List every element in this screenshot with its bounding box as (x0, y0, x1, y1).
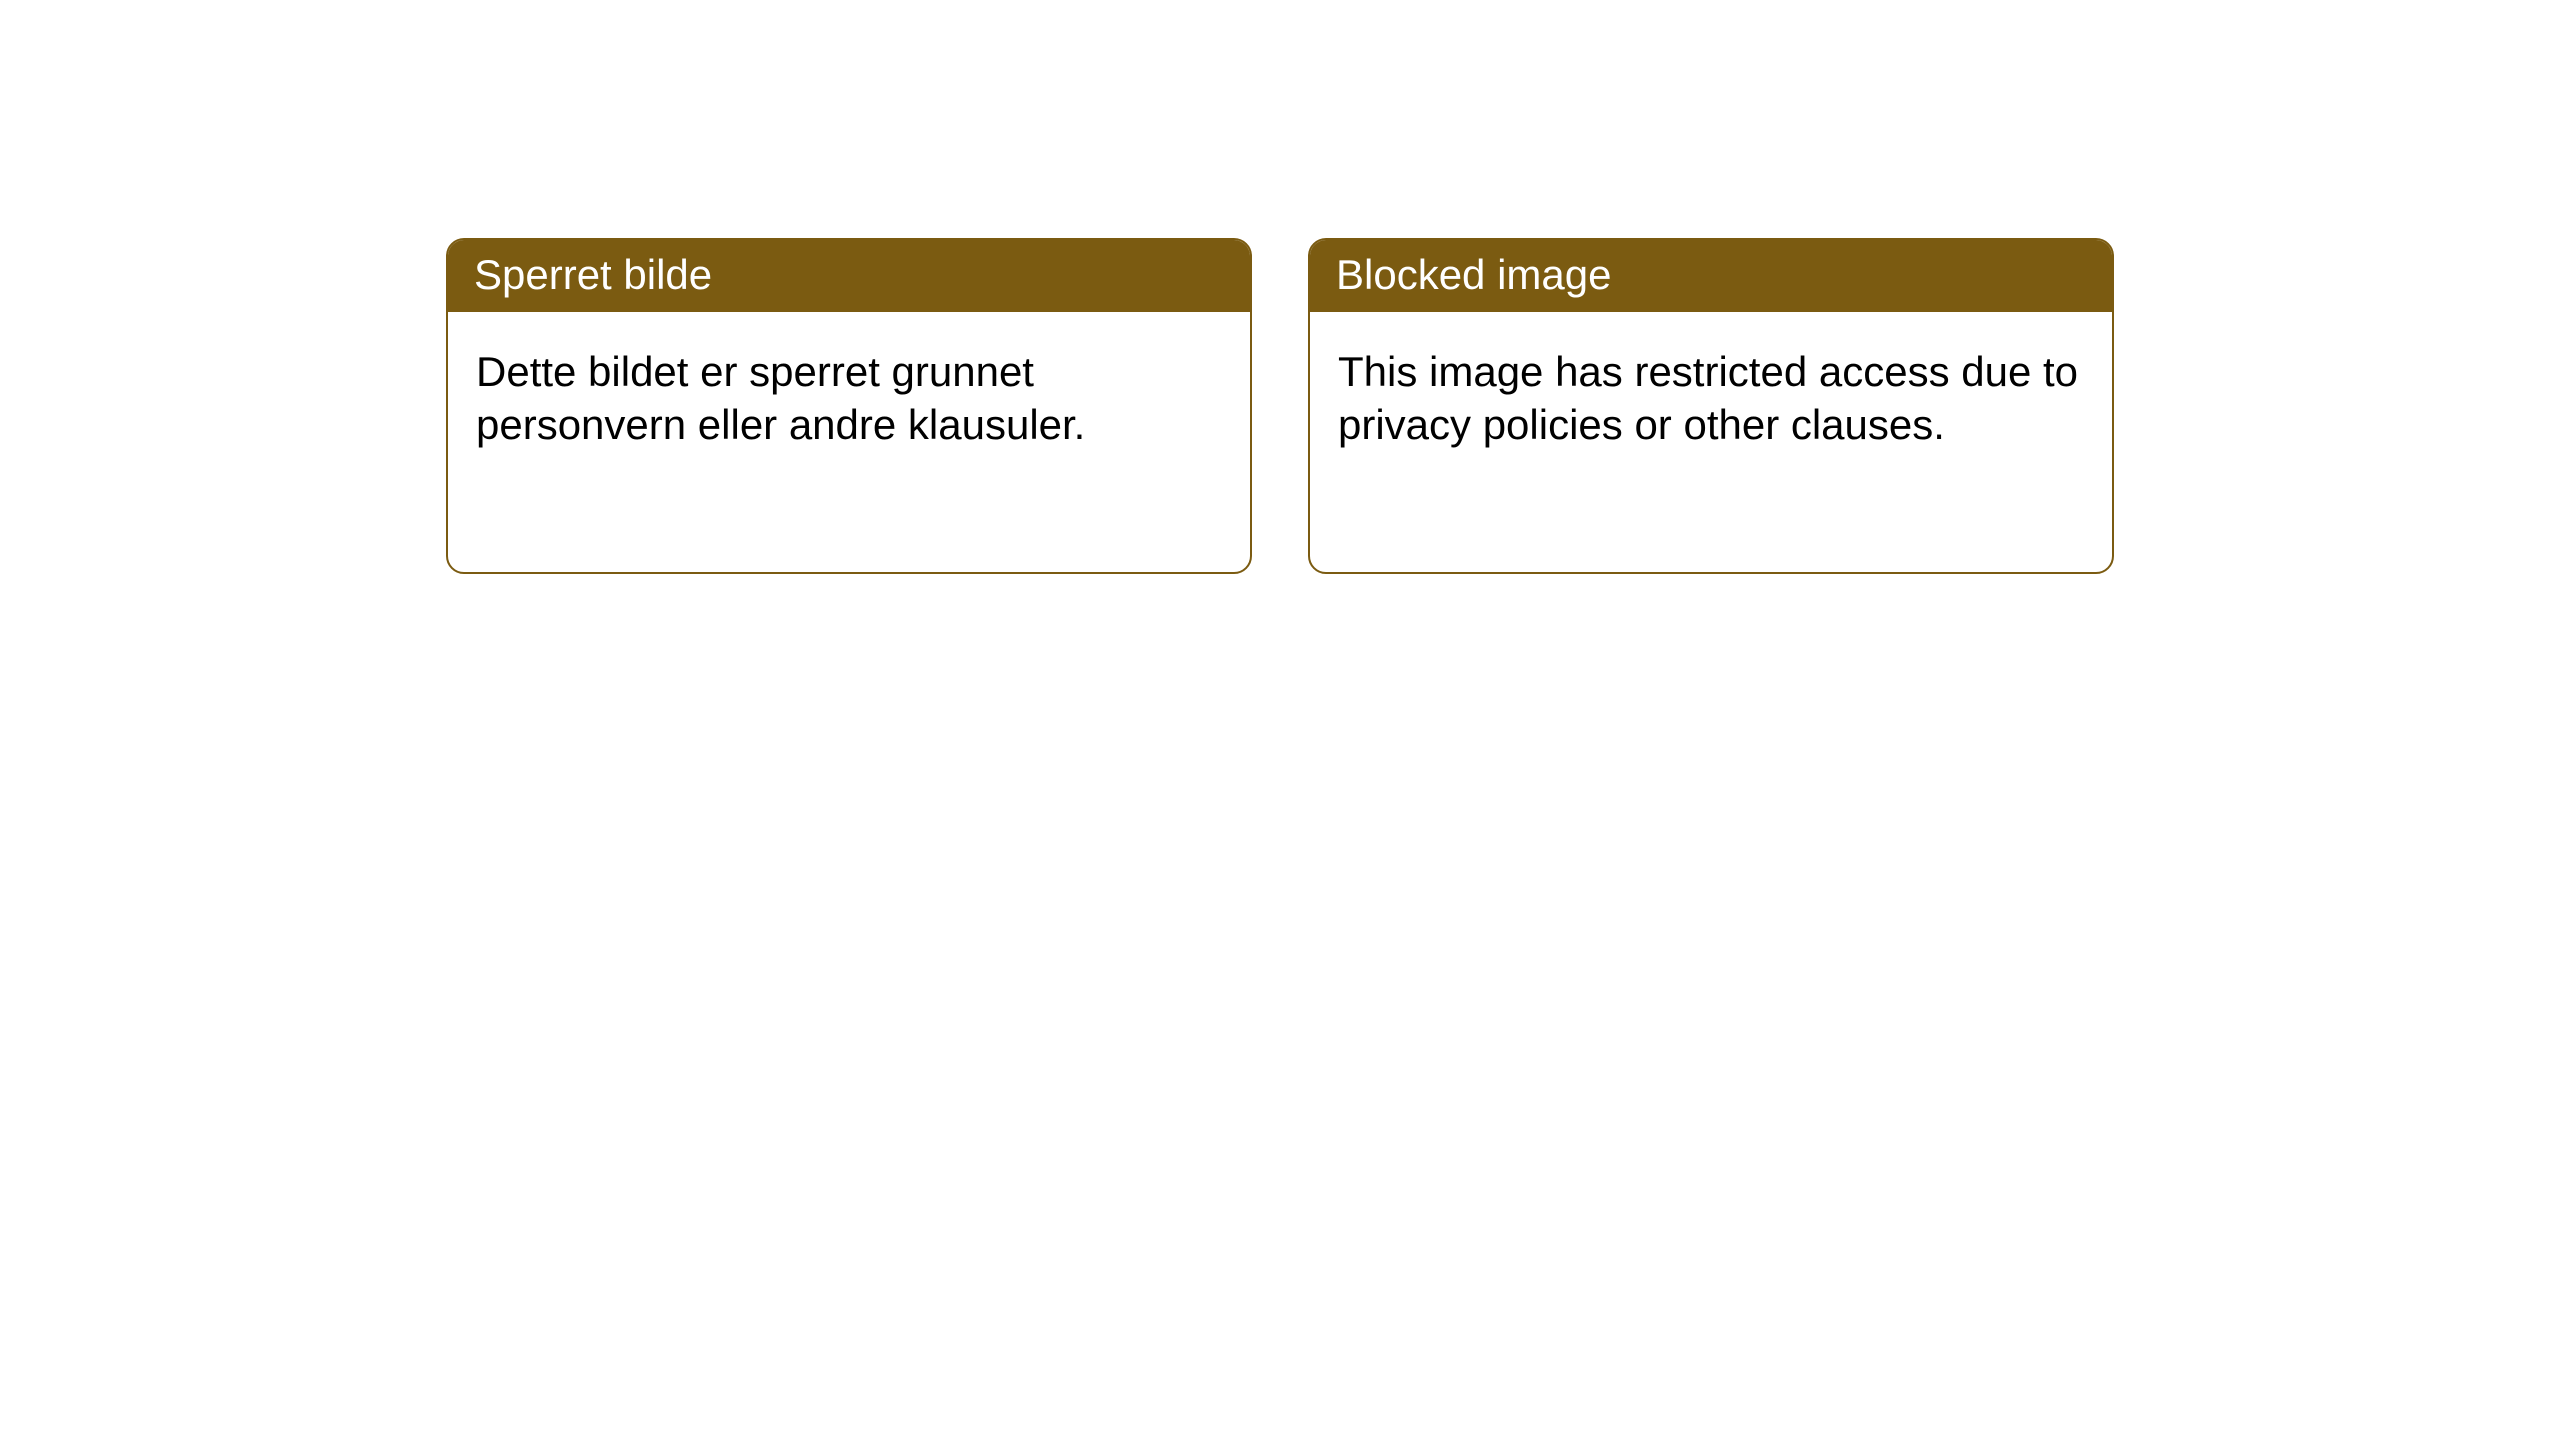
card-title: Sperret bilde (474, 251, 712, 298)
card-header: Sperret bilde (448, 240, 1250, 312)
blocked-image-card-no: Sperret bilde Dette bildet er sperret gr… (446, 238, 1252, 574)
notice-container: Sperret bilde Dette bildet er sperret gr… (0, 0, 2560, 574)
card-body-text: Dette bildet er sperret grunnet personve… (476, 348, 1085, 448)
card-body: This image has restricted access due to … (1310, 312, 2112, 479)
card-header: Blocked image (1310, 240, 2112, 312)
card-body: Dette bildet er sperret grunnet personve… (448, 312, 1250, 479)
card-title: Blocked image (1336, 251, 1611, 298)
card-body-text: This image has restricted access due to … (1338, 348, 2078, 448)
blocked-image-card-en: Blocked image This image has restricted … (1308, 238, 2114, 574)
